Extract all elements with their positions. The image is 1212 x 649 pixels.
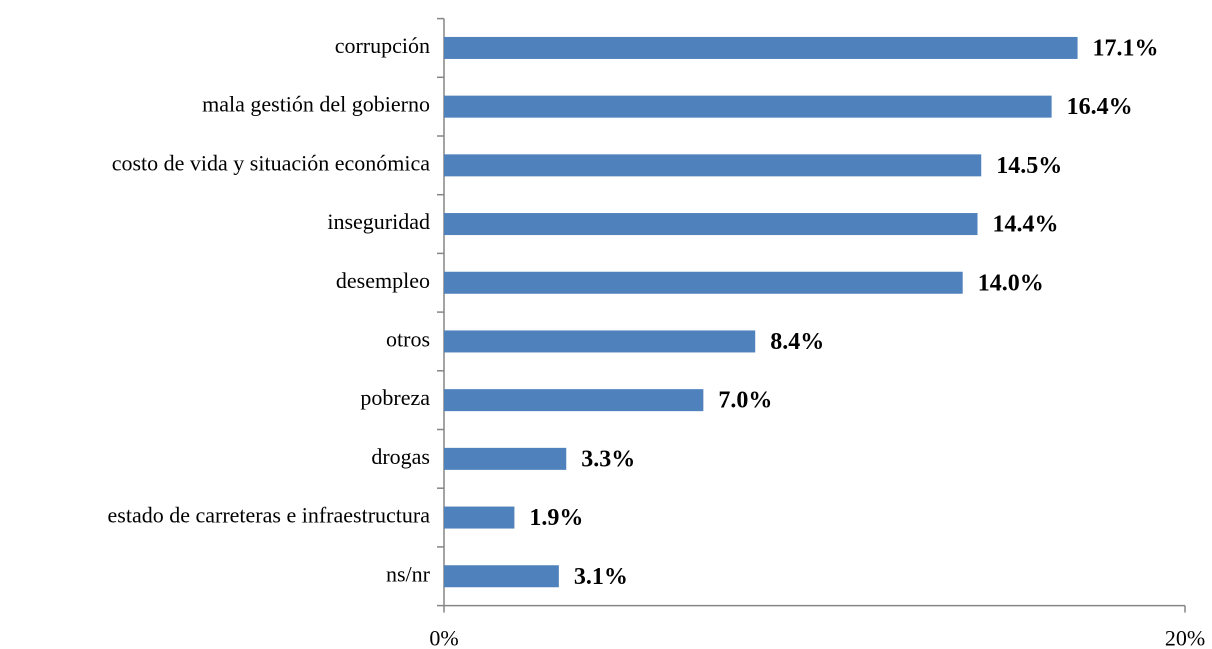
bar [444,506,515,529]
y-tick-label: mala gestión del gobierno [202,92,430,117]
x-tick-label: 0% [429,626,458,649]
y-tick-label: estado de carreteras e infraestructura [108,503,431,528]
value-label: 8.4% [770,329,824,355]
value-label: 17.1% [1093,35,1159,61]
bar [444,330,756,353]
y-tick-label: otros [386,326,430,351]
value-label: 3.3% [581,446,635,472]
bar [444,565,559,588]
bar [444,95,1052,118]
value-label: 14.0% [978,270,1044,296]
y-tick-label: corrupción [335,33,430,58]
y-tick-label: costo de vida y situación económica [112,150,431,175]
bar [444,36,1078,59]
bar [444,447,567,470]
y-tick-label: drogas [371,444,430,469]
y-tick-label: ns/nr [386,561,431,586]
value-label: 3.1% [574,564,628,590]
y-tick-label: desempleo [336,268,430,293]
value-label: 14.5% [996,153,1062,179]
value-label: 7.0% [718,388,772,414]
value-label: 16.4% [1067,94,1133,120]
y-tick-label: pobreza [360,385,430,410]
bar [444,271,963,294]
bar [444,154,982,177]
value-label: 14.4% [993,212,1059,238]
x-tick-label: 20% [1165,626,1205,649]
y-tick-label: inseguridad [327,209,430,234]
value-label: 1.9% [529,505,583,531]
bar [444,213,978,236]
bar [444,389,704,412]
